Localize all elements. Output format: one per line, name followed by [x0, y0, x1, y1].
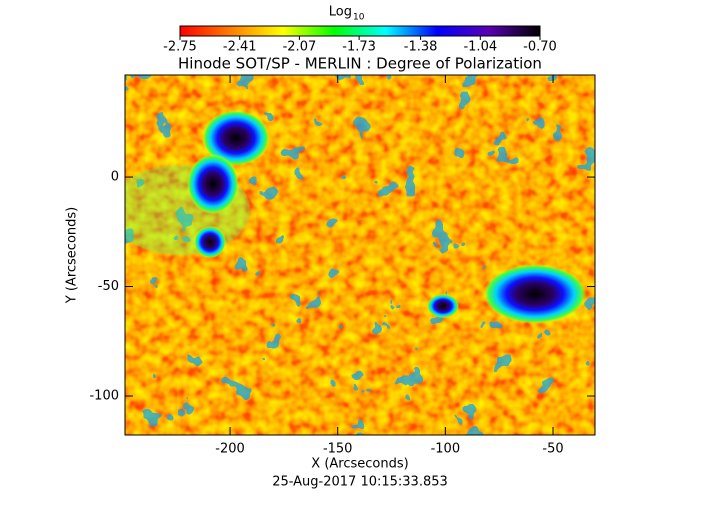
colorbar-title-subscript: 10 [353, 13, 365, 23]
colorbar-tick-label: -1.38 [404, 40, 438, 55]
timestamp: 25-Aug-2017 10:15:33.853 [272, 475, 448, 490]
y-tick-label: -100 [89, 389, 119, 404]
x-axis-label: X (Arcseconds) [311, 457, 408, 472]
y-axis-label: Y (Arcseconds) [65, 207, 80, 304]
x-tick-label: -50 [542, 442, 563, 457]
colorbar-title: Log [329, 5, 352, 20]
y-tick-label: -50 [98, 279, 119, 294]
polarization-map [125, 75, 595, 435]
colorbar-tick-label: -2.07 [283, 40, 317, 55]
colorbar [179, 25, 541, 37]
colorbar-tick-label: -1.04 [463, 40, 497, 55]
plot-frame [124, 74, 596, 436]
x-tick-label: -150 [323, 442, 353, 457]
colorbar-tick-label: -2.75 [163, 40, 197, 55]
colorbar-tick-label: -0.70 [523, 40, 557, 55]
chart-title: Hinode SOT/SP - MERLIN : Degree of Polar… [178, 55, 542, 73]
y-tick-label: 0 [111, 170, 119, 185]
x-tick-label: -100 [431, 442, 461, 457]
colorbar-tick-label: -1.73 [342, 40, 376, 55]
colorbar-tick-label: -2.41 [223, 40, 257, 55]
x-tick-label: -200 [215, 442, 245, 457]
